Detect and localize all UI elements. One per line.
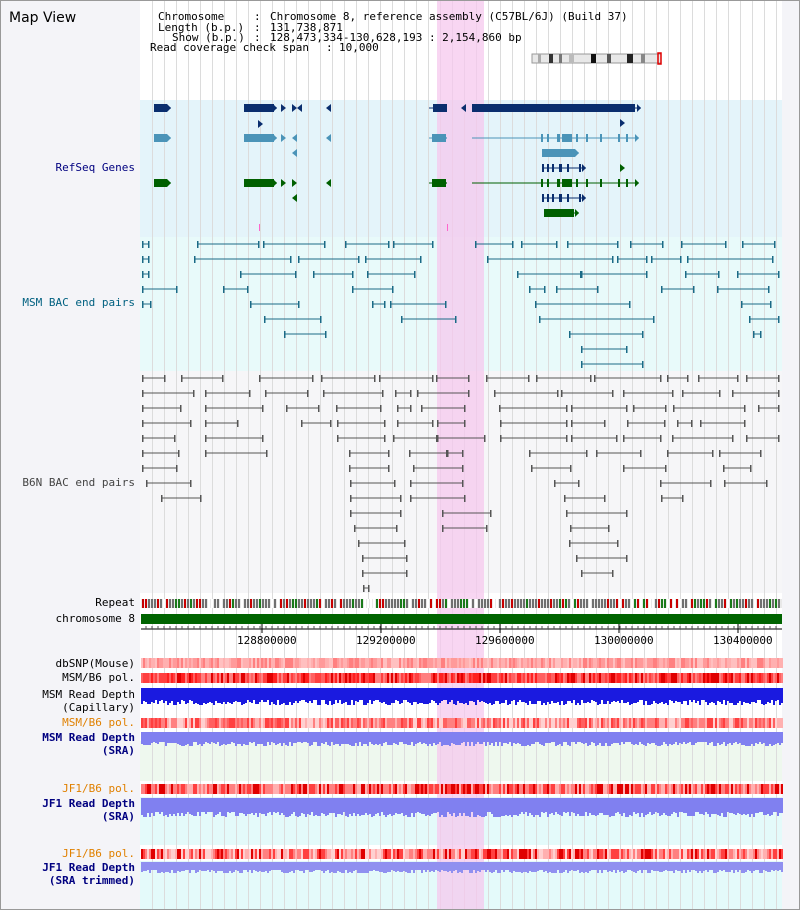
highlight-region xyxy=(437,1,484,909)
grid-line xyxy=(632,1,633,909)
show-value: 128,473,334-130,628,193 : 2,154,860 bp xyxy=(270,31,522,44)
grid-line xyxy=(512,1,513,909)
coverage-label: Read coverage check span xyxy=(150,41,309,54)
show-label: Show (b.p.) xyxy=(172,31,245,44)
track-label-refseq: RefSeq Genes xyxy=(55,161,135,174)
length-value: 131,738,871 xyxy=(270,21,343,34)
grid-line xyxy=(536,1,537,909)
grid-line xyxy=(560,1,561,909)
grid-line xyxy=(752,1,753,909)
grid-line xyxy=(380,1,381,909)
grid-line xyxy=(284,1,285,909)
track-label-jf1-depth-sra: JF1 Read Depth xyxy=(42,797,135,810)
axis-tick-3: 129600000 xyxy=(475,634,535,647)
track-label-column xyxy=(1,1,140,909)
colon-1: : xyxy=(254,10,261,23)
grid-line xyxy=(404,1,405,909)
grid-line xyxy=(176,1,177,909)
page-title: Map View xyxy=(9,10,77,26)
length-label: Length (b.p.) xyxy=(158,21,245,34)
grid-line xyxy=(260,1,261,909)
grid-line xyxy=(224,1,225,909)
grid-line xyxy=(296,1,297,909)
grid-line xyxy=(356,1,357,909)
track-label-jf1-b6-pol-2: JF1/B6 pol. xyxy=(62,847,135,860)
track-label-dbsnp: dbSNP(Mouse) xyxy=(55,657,135,670)
track-label-jf1-depth-sra-sub: (SRA) xyxy=(101,810,135,823)
grid-line xyxy=(416,1,417,909)
chromosome-label: Chromosome xyxy=(158,10,225,23)
grid-line xyxy=(152,1,153,909)
grid-line xyxy=(236,1,237,909)
chromosome-value: Chromosome 8, reference assembly (C57BL/… xyxy=(270,10,628,23)
axis-tick-4: 130000000 xyxy=(594,634,654,647)
grid-line xyxy=(644,1,645,909)
axis-tick-5: 130400000 xyxy=(713,634,773,647)
grid-line xyxy=(668,1,669,909)
grid-line xyxy=(188,1,189,909)
grid-line xyxy=(608,1,609,909)
track-label-jf1-depth-trimmed-sub: (SRA trimmed) xyxy=(48,874,135,887)
grid-line xyxy=(488,1,489,909)
axis-tick-2: 129200000 xyxy=(356,634,416,647)
grid-line xyxy=(212,1,213,909)
axis-tick-1: 128800000 xyxy=(237,634,297,647)
grid-line xyxy=(680,1,681,909)
track-label-chromosome: chromosome 8 xyxy=(55,612,135,625)
grid-line xyxy=(704,1,705,909)
track-label-jf1-depth-trimmed: JF1 Read Depth xyxy=(42,861,135,874)
colon-2: : xyxy=(254,21,261,34)
track-label-msm-b6-pol-2: MSM/B6 pol. xyxy=(62,716,135,729)
colon-4: : xyxy=(326,41,333,54)
grid-line xyxy=(764,1,765,909)
track-label-msm-depth-sra-sub: (SRA) xyxy=(101,744,135,757)
track-label-repeat: Repeat xyxy=(95,596,135,609)
track-label-jf1-b6-pol: JF1/B6 pol. xyxy=(62,782,135,795)
grid-line xyxy=(548,1,549,909)
grid-line xyxy=(368,1,369,909)
grid-line xyxy=(620,1,621,909)
grid-line xyxy=(716,1,717,909)
grid-line xyxy=(500,1,501,909)
track-label-msm-depth-capillary: MSM Read Depth xyxy=(42,688,135,701)
coverage-value: 10,000 xyxy=(339,41,379,54)
grid-line xyxy=(308,1,309,909)
track-label-b6n-bac: B6N BAC end pairs xyxy=(22,476,135,489)
track-label-msm-depth-capillary-sub: (Capillary) xyxy=(62,701,135,714)
grid-line xyxy=(200,1,201,909)
grid-line xyxy=(572,1,573,909)
grid-line xyxy=(728,1,729,909)
grid-line xyxy=(320,1,321,909)
grid-line xyxy=(692,1,693,909)
grid-line xyxy=(272,1,273,909)
track-label-msm-bac: MSM BAC end pairs xyxy=(22,296,135,309)
grid-line xyxy=(656,1,657,909)
track-label-msm-b6-pol: MSM/B6 pol. xyxy=(62,671,135,684)
track-label-msm-depth-sra: MSM Read Depth xyxy=(42,731,135,744)
grid-line xyxy=(776,1,777,909)
grid-line xyxy=(344,1,345,909)
grid-line xyxy=(596,1,597,909)
grid-line xyxy=(332,1,333,909)
colon-3: : xyxy=(254,31,261,44)
grid-line xyxy=(524,1,525,909)
right-margin xyxy=(782,1,799,909)
grid-line xyxy=(392,1,393,909)
grid-line xyxy=(164,1,165,909)
grid-line xyxy=(740,1,741,909)
grid-line xyxy=(428,1,429,909)
grid-line xyxy=(584,1,585,909)
grid-line xyxy=(248,1,249,909)
